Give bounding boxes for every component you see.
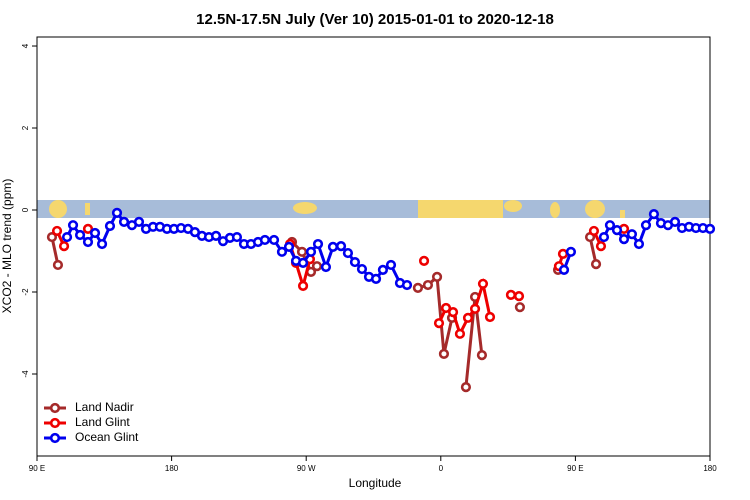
series-point (377, 264, 389, 275)
legend-marker (49, 417, 61, 429)
series-point (462, 312, 474, 323)
series-point (431, 271, 443, 282)
series-point (133, 216, 145, 228)
series-point (484, 311, 496, 323)
series-point (598, 231, 610, 243)
series-point (327, 241, 339, 253)
x-tick-label: 90 W (297, 464, 316, 473)
series-point (440, 302, 452, 314)
series-point (118, 216, 130, 228)
series-point (61, 231, 73, 243)
series-point (626, 229, 638, 240)
series-point (640, 220, 652, 231)
series-point (418, 255, 430, 266)
series-point (89, 227, 101, 239)
y-axis-label: XCO2 - MLO trend (ppm) (0, 179, 14, 314)
series-point (296, 246, 308, 257)
y-tick-label: 4 (21, 43, 30, 48)
series-point (648, 209, 660, 220)
x-tick-label: 180 (703, 464, 717, 473)
series-point (297, 257, 309, 268)
series (61, 207, 716, 291)
plot-frame (36, 36, 711, 457)
series-point (305, 246, 317, 257)
series-point (438, 348, 450, 360)
series-point (469, 303, 481, 314)
series-point (58, 240, 70, 252)
series-point (342, 247, 354, 259)
series-point (311, 261, 323, 272)
series-point (433, 318, 445, 329)
map-strip (37, 200, 710, 218)
x-tick-label: 90 E (567, 464, 583, 473)
series-point (558, 264, 570, 275)
chart-title: 12.5N-17.5N July (Ver 10) 2015-01-01 to … (196, 11, 554, 28)
series-point (513, 291, 525, 302)
legend-marker (49, 402, 61, 414)
series-point (604, 220, 616, 231)
x-tick-label: 0 (439, 464, 444, 473)
series-point (312, 238, 324, 250)
series-point (297, 280, 309, 291)
series-point (46, 231, 58, 243)
series-point (454, 328, 466, 339)
series (51, 223, 630, 339)
series-point (412, 282, 424, 294)
series-point (96, 238, 108, 250)
series-point (704, 223, 716, 234)
series-point (283, 241, 295, 253)
series-point (477, 278, 489, 289)
series-point (557, 248, 569, 259)
series-point (588, 225, 600, 237)
series-point (422, 279, 434, 291)
series-point (385, 259, 397, 271)
series-point (505, 289, 517, 300)
legend-label: Land Nadir (75, 400, 134, 414)
series-point (349, 256, 361, 268)
y-tick-label: 0 (21, 207, 30, 212)
series-point (590, 259, 602, 270)
series-point (401, 279, 413, 291)
series-point (460, 382, 472, 393)
series-line (65, 210, 408, 287)
series-point (276, 246, 288, 257)
x-axis-label: Longitude (349, 476, 402, 490)
series-point (447, 306, 459, 318)
x-tick-label: 180 (165, 464, 179, 473)
x-tick-label: 90 E (29, 464, 45, 473)
series-point (595, 240, 607, 252)
y-tick-label: -4 (21, 370, 30, 378)
series-point (74, 229, 86, 241)
series-point (268, 234, 280, 246)
series-point (514, 302, 526, 313)
legend-label: Ocean Glint (75, 430, 139, 444)
series-line (417, 273, 454, 355)
series-point (356, 263, 368, 275)
series-point (67, 220, 79, 231)
series-point (618, 234, 630, 245)
series-point (259, 234, 271, 246)
series-point (335, 240, 347, 252)
series-point (111, 207, 123, 218)
series-point (52, 259, 64, 271)
y-tick-label: -2 (21, 288, 30, 296)
series-point (320, 261, 332, 273)
legend-label: Land Glint (75, 415, 130, 429)
y-tick-label: 2 (21, 125, 30, 130)
series-point (565, 246, 577, 257)
series-point (476, 350, 488, 361)
series-point (210, 230, 222, 241)
series-point (104, 220, 116, 232)
series-point (51, 225, 63, 237)
series-point (82, 236, 94, 248)
series-point (82, 223, 94, 234)
series-point (633, 238, 645, 250)
legend-marker (49, 432, 61, 444)
series-point (370, 273, 382, 284)
series-point (611, 225, 623, 236)
series-point (669, 216, 681, 228)
series-point (231, 231, 243, 243)
